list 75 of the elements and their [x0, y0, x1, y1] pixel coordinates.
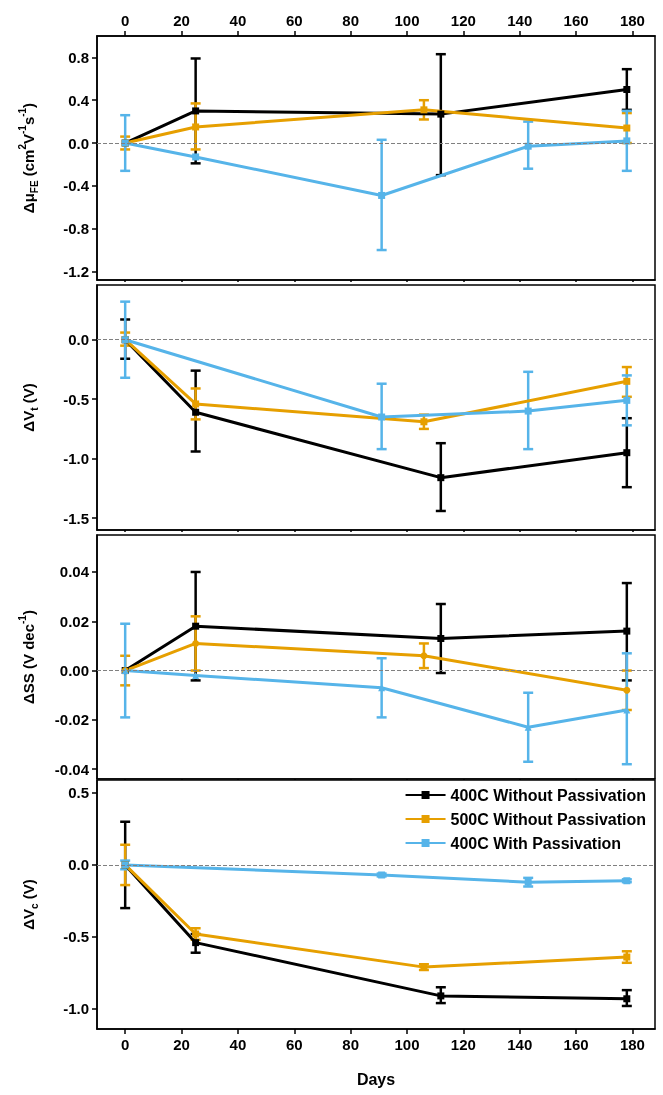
- point: [623, 686, 631, 694]
- point: [378, 191, 386, 199]
- y-tick-label: 0.00: [59, 662, 89, 680]
- y-tick-label: -0.04: [54, 760, 90, 778]
- x2-tick-label: 60: [285, 12, 303, 29]
- x-tick-label: 80: [342, 1036, 359, 1053]
- point: [437, 992, 445, 1000]
- point: [623, 377, 631, 385]
- y-tick-label: -0.5: [63, 928, 89, 946]
- y-tick-label: -1.0: [63, 450, 89, 468]
- x-tick-label: 140: [507, 1036, 533, 1053]
- point: [623, 86, 631, 94]
- point: [192, 400, 200, 408]
- text: ΔμFE (cm2V-1s-1): [16, 102, 40, 214]
- y-axis-title: ΔVc (V): [19, 879, 40, 930]
- y-tick-label: -0.8: [63, 220, 89, 238]
- point: [192, 622, 200, 630]
- y-tick-label: -1.0: [63, 1000, 89, 1018]
- y-tick-label: -0.4: [63, 177, 90, 195]
- y-tick-label: 0.0: [68, 856, 89, 874]
- point: [378, 413, 386, 421]
- x-axis-title: Days: [356, 1070, 396, 1088]
- x2-tick-label: 140: [507, 12, 533, 29]
- x-tick-label: 40: [229, 1036, 247, 1053]
- x-tick-label: 120: [450, 1036, 476, 1053]
- point: [192, 639, 200, 647]
- x2-tick-label: 20: [173, 12, 190, 29]
- point: [192, 408, 200, 416]
- x2-tick-label: 180: [619, 12, 645, 29]
- point: [437, 474, 445, 482]
- point: [192, 123, 200, 131]
- y-tick-label: -1.2: [63, 262, 89, 280]
- x2-tick-label: 120: [450, 12, 476, 29]
- y-tick-label: -0.02: [54, 711, 89, 729]
- point: [420, 418, 428, 426]
- x2-tick-label: 80: [342, 12, 359, 29]
- point: [524, 407, 532, 415]
- y-axis-title: ΔSS (V dec-1): [16, 610, 37, 704]
- x-tick-label: 160: [563, 1036, 589, 1053]
- x2-tick-label: 0: [121, 12, 130, 29]
- y-tick-label: 0.0: [68, 134, 89, 152]
- point: [420, 652, 428, 660]
- x2-tick-label: 40: [229, 12, 247, 29]
- y-tick-label: 0.4: [68, 91, 90, 109]
- point: [623, 449, 631, 457]
- y-tick-label: 0.04: [59, 563, 90, 581]
- x2-tick-label: 160: [563, 12, 589, 29]
- point: [192, 671, 200, 679]
- point: [192, 107, 200, 115]
- y-tick-label: -0.5: [63, 390, 89, 408]
- point: [623, 396, 631, 404]
- point: [623, 137, 631, 145]
- point: [437, 635, 445, 643]
- point: [420, 106, 428, 114]
- legend-label: 400C Without Passivation: [450, 786, 646, 804]
- y-tick-label: 0.02: [59, 612, 89, 630]
- y-axis-title: ΔVt (V): [19, 383, 40, 432]
- point: [437, 110, 445, 118]
- y-tick-label: 0.5: [68, 784, 89, 802]
- point: [192, 939, 200, 947]
- point: [192, 153, 200, 161]
- y-tick-label: -1.5: [63, 509, 89, 527]
- x-tick-label: 180: [619, 1036, 645, 1053]
- x-tick-label: 20: [173, 1036, 190, 1053]
- legend-label: 400C With Passivation: [450, 834, 622, 852]
- x-tick-label: 0: [121, 1036, 130, 1053]
- legend-label: 500C Without Passivation: [450, 810, 646, 828]
- point: [623, 627, 631, 635]
- x2-tick-label: 100: [394, 12, 420, 29]
- y-tick-label: 0.0: [68, 331, 89, 349]
- x-tick-label: 100: [394, 1036, 420, 1053]
- point: [623, 124, 631, 132]
- point: [623, 995, 631, 1003]
- x-tick-label: 60: [285, 1036, 303, 1053]
- y-tick-label: 0.8: [68, 48, 89, 66]
